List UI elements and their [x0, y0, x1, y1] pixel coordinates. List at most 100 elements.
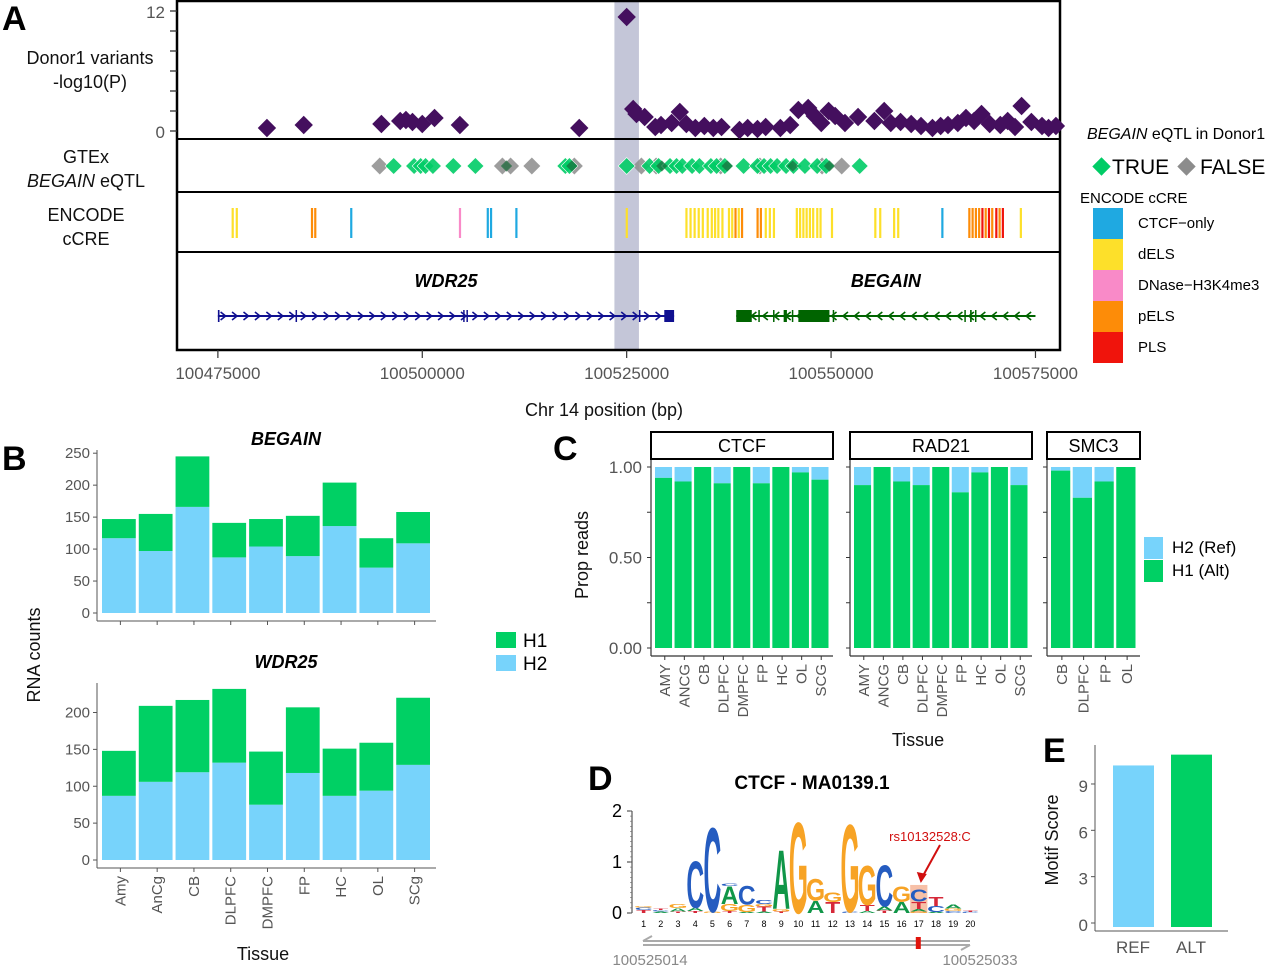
x-tick-label: OL: [1119, 664, 1136, 684]
ccre-segment: [874, 208, 877, 238]
bar-h2: [175, 506, 210, 613]
gtex-ylabel-line1: GTEx: [63, 147, 109, 167]
bar-ref: [1113, 765, 1154, 927]
position-label: 10: [793, 919, 803, 929]
c-legend-alt-label: H1 (Alt): [1172, 561, 1230, 580]
ccre-segment: [693, 208, 696, 238]
ccre-segment: [314, 208, 317, 238]
gene-label: BEGAIN: [851, 271, 922, 291]
eqtl-overlap-point: [566, 160, 578, 172]
logo-letter-A: A: [858, 910, 876, 913]
logo-letter-T: T: [653, 909, 669, 911]
strand-arrow-left-icon: [761, 311, 769, 321]
bar-h1: [175, 456, 210, 507]
strand-arrow-right-icon: [437, 311, 445, 321]
variant-point: [662, 113, 681, 133]
bar-h2-ref: [912, 467, 930, 486]
panel-a: Donor1 variants -log10(P) GTEx BEGAIN eQ…: [26, 0, 1265, 420]
y-tick-label: 250: [65, 445, 90, 462]
logo-letter-G: G: [634, 905, 653, 907]
strand-arrow-right-icon: [231, 311, 239, 321]
x-tick-label: FP: [1097, 664, 1114, 683]
d-coord-end: 100525033: [942, 952, 1017, 967]
variant-point: [911, 116, 931, 136]
gene-exon: [832, 310, 835, 322]
facet-strip-label: RAD21: [912, 436, 970, 456]
ccre-legend-swatch-pels: [1093, 301, 1123, 332]
ccre-segment: [759, 208, 762, 238]
gene-exon: [736, 310, 752, 322]
variant-point: [570, 118, 589, 138]
gtex-ylabel-gene: BEGAIN: [27, 171, 96, 191]
variant-point: [712, 117, 731, 137]
ccre-segment: [734, 208, 737, 238]
x-tick-label: Amy: [112, 876, 129, 907]
bar-h2-ref: [811, 467, 829, 480]
logo-letter-A: A: [721, 883, 739, 910]
bar-h2-ref: [674, 467, 692, 482]
bar-h1: [322, 748, 357, 796]
ccre-legend-label-dnase_h3k4me3: DNase−H3K4me3: [1138, 277, 1259, 294]
logo-letter-T: T: [911, 900, 927, 912]
eqtl-legend-title-gene: BEGAIN: [1087, 126, 1148, 143]
logo-letter-C: C: [704, 802, 722, 938]
logo-letter-T: T: [688, 910, 703, 913]
y-tick-label: 1.00: [609, 458, 642, 477]
bar-h2: [396, 543, 430, 613]
y-tick-label: 0: [82, 852, 90, 869]
bar-h1: [396, 512, 430, 544]
position-label: 6: [727, 919, 732, 929]
bar-h1: [102, 750, 136, 796]
bar-h1-alt: [932, 467, 950, 648]
strand-arrow-left-icon: [830, 311, 838, 321]
logo-letter-A: A: [652, 911, 670, 913]
x-tick-label: CB: [696, 664, 713, 685]
y-tick-label: 12: [146, 3, 165, 22]
bar-h1-alt: [713, 483, 731, 648]
ccre-legend-title: ENCODE cCRE: [1080, 190, 1188, 207]
x-tick-label: AnCg: [149, 876, 166, 914]
logo-letter-G: G: [703, 912, 722, 914]
eqtl-overlap-point: [500, 160, 513, 172]
bar-h1: [249, 751, 283, 805]
bar-h2: [322, 526, 357, 613]
bar-h1-alt: [1072, 497, 1092, 648]
strand-arrow-right-icon: [586, 311, 594, 321]
ccre-segment: [808, 208, 812, 238]
strand-arrow-right-icon: [368, 311, 376, 321]
strand-arrow-right-icon: [300, 311, 308, 321]
logo-letter-A: A: [755, 911, 773, 913]
bar-h2: [102, 795, 136, 860]
x-tick-label: ALT: [1176, 938, 1206, 957]
logo-letter-C: C: [876, 853, 894, 920]
ccre-segment: [981, 208, 984, 238]
bar-h2: [138, 550, 173, 613]
bar-h1: [175, 699, 210, 773]
a-xlabel: Chr 14 position (bp): [525, 400, 683, 420]
e-plot-area: 0 3 6 9 REF ALT: [1079, 745, 1228, 957]
logo-letter-C: C: [962, 912, 980, 914]
gene-exon: [791, 310, 794, 322]
bar-h1-alt: [791, 472, 809, 648]
eqtl-true-point: [466, 157, 485, 175]
strand-arrow-left-icon: [876, 311, 883, 321]
logo-letter-A: A: [807, 897, 825, 917]
ccre-legend-swatch-dnase_h3k4me3: [1093, 270, 1123, 301]
ccre-segment: [350, 208, 353, 238]
strand-arrow-right-icon: [242, 311, 250, 321]
bar-h2: [249, 804, 283, 860]
bar-h2: [396, 764, 430, 860]
strand-arrow-left-icon: [1001, 311, 1009, 321]
x-tick-label: 100575000: [993, 364, 1078, 383]
y-tick-label: 9: [1079, 777, 1088, 796]
logo-letter-C: C: [841, 912, 859, 914]
b-ylabel: RNA counts: [24, 607, 44, 702]
strand-arrow-left-icon: [979, 311, 986, 321]
e-ylabel: Motif Score: [1042, 794, 1062, 885]
ccre-segment: [795, 208, 798, 238]
strand-arrow-right-icon: [380, 311, 388, 321]
ccre-segment: [706, 208, 709, 238]
variant-point: [756, 117, 775, 137]
bar-h2: [322, 795, 357, 860]
gene-exon: [798, 310, 830, 322]
